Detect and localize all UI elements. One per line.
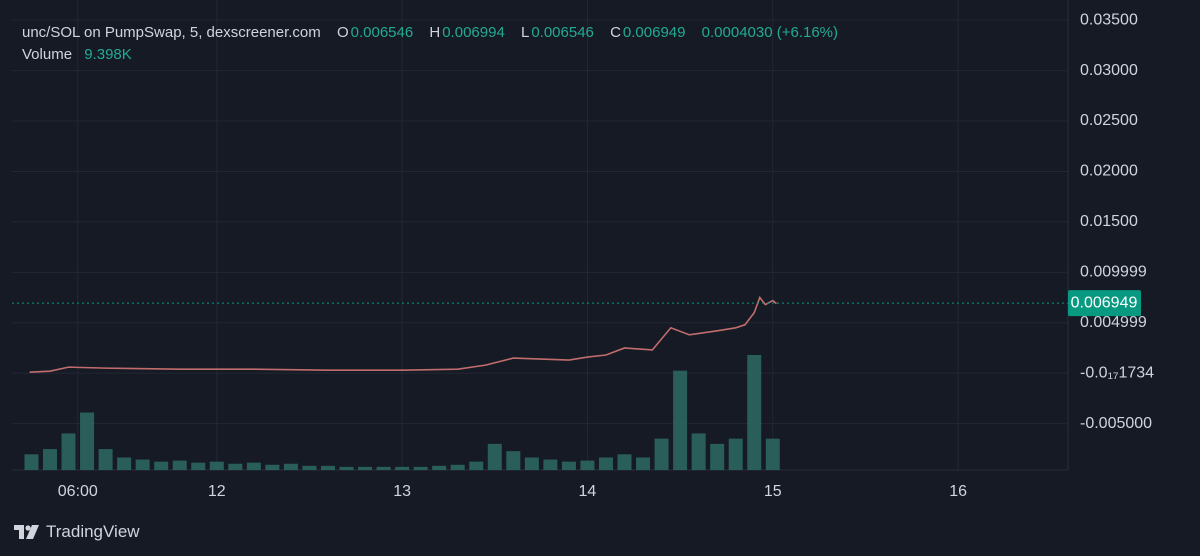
volume-bar <box>710 443 725 470</box>
y-tick-label: -0.005000 <box>1080 415 1152 432</box>
volume-bar <box>765 438 780 470</box>
volume-bar <box>636 457 651 470</box>
volume-bar <box>469 461 484 470</box>
volume-bar <box>209 461 224 470</box>
axes: -0.005000 -0.0₁₇1734 0.004999 0.009999 0.015… <box>58 11 1154 500</box>
volume-bar <box>191 462 206 470</box>
volume-bar <box>524 457 539 470</box>
volume-bar <box>117 457 132 470</box>
close-key: C <box>610 24 621 41</box>
grid <box>12 0 1068 470</box>
high-value: 0.006994 <box>442 24 505 41</box>
volume-bar <box>747 355 762 470</box>
volume-bar <box>42 449 57 470</box>
volume-bar <box>598 457 613 470</box>
volume-bar <box>172 460 187 470</box>
volume-bar <box>654 438 669 470</box>
x-tick-label: 13 <box>393 483 411 500</box>
volume-bar <box>61 433 76 470</box>
open-value: 0.006546 <box>350 24 414 41</box>
brand-logo <box>14 525 39 539</box>
last-price-label: 0.006949 <box>1071 294 1138 311</box>
low-value: 0.006546 <box>531 24 594 41</box>
volume-value: 9.398K <box>84 46 132 63</box>
brand[interactable]: TradingView <box>14 522 140 542</box>
volume-bar <box>24 454 39 470</box>
last-price-box <box>1068 290 1141 317</box>
volume-key: Volume <box>22 46 73 63</box>
volume-bar <box>320 465 335 470</box>
close-value: 0.006949 <box>622 24 686 41</box>
y-tick-label: 0.004999 <box>1080 314 1147 331</box>
x-tick-label: 14 <box>579 483 597 500</box>
x-tick-label: 12 <box>208 483 226 500</box>
volume-bar <box>580 460 595 470</box>
symbol: unc/SOL on PumpSwap, 5, dexscreener.com <box>22 24 321 41</box>
volume-bar <box>673 370 688 470</box>
volume-bar <box>154 461 169 470</box>
volume-bar <box>617 454 632 470</box>
y-tick-label: 0.02000 <box>1080 163 1138 180</box>
volume-bar <box>450 464 465 470</box>
y-tick-label: 0.02500 <box>1080 112 1138 129</box>
low-key: L <box>520 24 530 41</box>
x-tick-label: 15 <box>764 483 782 500</box>
volume-bar <box>395 466 410 470</box>
x-tick-label: 06:00 <box>58 483 98 500</box>
volume-bar <box>376 466 391 470</box>
volume-bar <box>246 462 261 470</box>
volume-bar <box>283 463 298 470</box>
high-key: H <box>429 24 441 41</box>
y-tick-label: 0.03500 <box>1080 11 1138 28</box>
x-tick-label: 16 <box>949 483 967 500</box>
volume-bar <box>265 464 280 470</box>
y-tick-label: 0.03000 <box>1080 62 1138 79</box>
y-tick-label: -0.0₁₇1734 <box>1080 364 1154 381</box>
volume-bar <box>302 465 317 470</box>
volume-bar <box>691 433 706 470</box>
volume-bar <box>543 459 558 470</box>
volume-bar <box>135 459 150 470</box>
volume-bar <box>432 465 447 470</box>
volume-bar <box>358 466 373 470</box>
y-tick-label: 0.009999 <box>1080 264 1147 281</box>
volume-bar <box>98 449 113 470</box>
plot <box>12 295 1068 470</box>
volume-bar <box>728 438 743 470</box>
volume-bar <box>228 463 243 470</box>
open-key: O <box>336 24 349 41</box>
volume-bar <box>487 443 502 470</box>
volume-bar <box>506 451 521 470</box>
volume-bar <box>80 412 95 470</box>
volume-row: Volume 9.398K <box>22 46 134 63</box>
change-value: 0.0004030 (+6.16%) <box>701 24 839 41</box>
volume-bar <box>561 461 576 470</box>
legend-row: unc/SOL on PumpSwap, 5, dexscreener.com … <box>22 24 840 41</box>
volume-bar <box>413 466 428 470</box>
volume-bar <box>339 466 354 470</box>
y-tick-label: 0.01500 <box>1080 213 1138 230</box>
brand-text: TradingView <box>46 522 140 541</box>
price-line <box>29 295 777 373</box>
